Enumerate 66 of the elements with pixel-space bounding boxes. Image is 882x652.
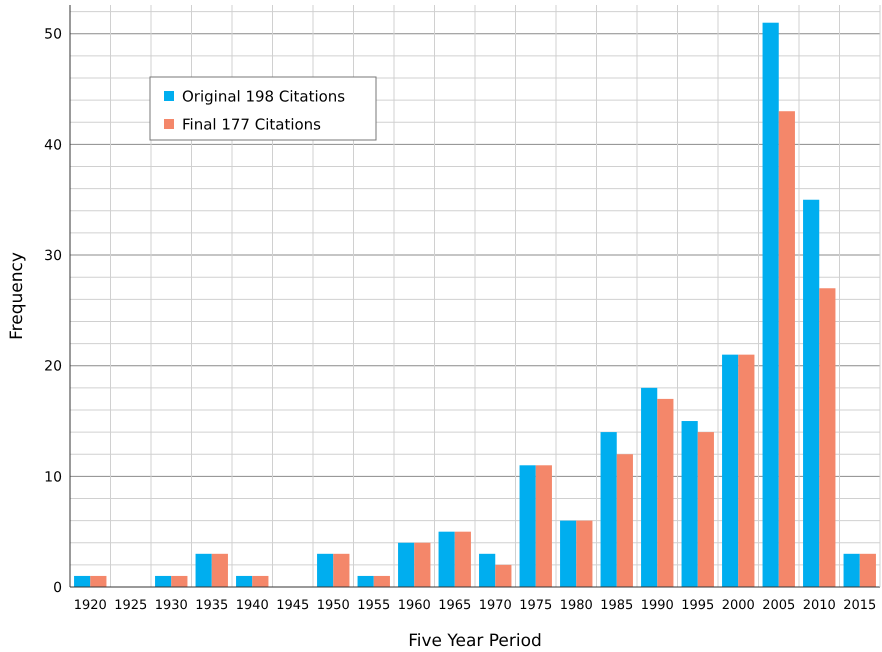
y-tick-label: 10: [44, 469, 62, 486]
bar: [762, 22, 779, 587]
bar: [860, 554, 876, 587]
bar: [536, 465, 552, 587]
bar: [374, 576, 390, 587]
bar: [90, 576, 106, 587]
x-tick-label: 1980: [560, 598, 593, 613]
bar: [236, 576, 252, 587]
bar: [722, 354, 738, 587]
x-tick-label: 1970: [478, 598, 512, 613]
bar: [778, 111, 795, 587]
x-tick-label: 1940: [236, 598, 269, 613]
x-axis-title: Five Year Period: [408, 631, 542, 651]
legend-label: Final 177 Citations: [182, 115, 322, 134]
x-tick-label: 1945: [276, 598, 310, 613]
bar: [155, 576, 172, 587]
bar: [560, 520, 576, 587]
bar: [819, 288, 836, 587]
x-tick-label: 1925: [114, 598, 148, 613]
bar: [398, 542, 414, 587]
bar: [438, 532, 455, 587]
bar: [358, 576, 374, 587]
x-tick-label: 2015: [843, 598, 876, 613]
y-tick-label: 30: [44, 248, 62, 264]
x-tick-label: 1935: [195, 598, 228, 613]
y-tick-label: 20: [44, 358, 62, 375]
bar: [682, 421, 698, 587]
bar: [317, 554, 334, 587]
bar: [74, 576, 90, 587]
bar: [520, 465, 536, 587]
x-tick-label: 1955: [357, 598, 390, 613]
bar: [414, 542, 430, 587]
y-tick-label: 50: [44, 26, 62, 43]
x-tick-label: 1965: [438, 598, 472, 613]
x-tick-label: 1985: [600, 598, 634, 613]
x-tick-label: 1950: [316, 598, 350, 613]
bar: [495, 564, 512, 587]
bar: [803, 200, 820, 587]
bar: [252, 576, 268, 587]
bar: [698, 432, 714, 587]
x-tick-label: 1960: [398, 598, 431, 613]
bar: [738, 354, 754, 587]
bar: [333, 554, 350, 587]
x-tick-label: 2010: [802, 598, 836, 613]
x-tick-label: 2000: [722, 598, 755, 613]
x-tick-label: 1920: [74, 598, 107, 613]
bar: [844, 554, 860, 587]
y-axis-title: Frequency: [7, 252, 27, 340]
bar: [616, 454, 633, 587]
bar: [196, 554, 212, 587]
bar: [171, 576, 188, 587]
bar: [479, 554, 496, 587]
bar: [212, 554, 228, 587]
legend-label: Original 198 Citations: [182, 87, 346, 106]
bar: [454, 532, 471, 587]
bar: [576, 520, 592, 587]
y-tick-label: 40: [44, 137, 62, 154]
bar: [657, 398, 674, 587]
x-tick-label: 1990: [640, 598, 674, 613]
x-tick-label: 1975: [519, 598, 552, 613]
x-tick-label: 1930: [154, 598, 188, 613]
bar: [600, 432, 617, 587]
bar: [641, 388, 658, 587]
y-tick-label: 0: [53, 580, 62, 596]
x-tick-label: 2005: [762, 598, 796, 613]
x-tick-label: 1995: [681, 598, 714, 613]
